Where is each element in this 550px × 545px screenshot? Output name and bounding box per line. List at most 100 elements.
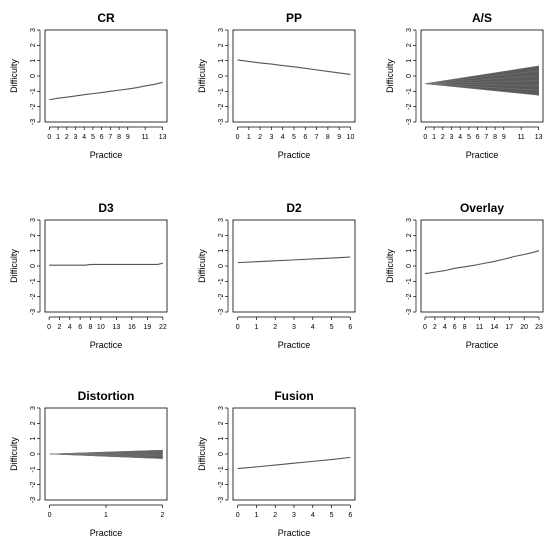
y-tick-label: 2 xyxy=(218,421,225,425)
y-tick-label: -3 xyxy=(406,309,413,315)
y-tick-label: 0 xyxy=(218,452,225,456)
chart-title: PP xyxy=(286,11,302,25)
series-line xyxy=(237,256,351,264)
y-tick-label: -2 xyxy=(406,293,413,299)
plot-frame xyxy=(44,219,168,313)
x-tick-label: 0 xyxy=(47,324,51,331)
x-tick-label: 13 xyxy=(112,324,120,331)
y-tick-label: 2 xyxy=(30,233,37,237)
x-tick-label: 3 xyxy=(450,134,454,141)
x-tick-label: 3 xyxy=(292,324,296,331)
y-axis-label: Difficulty xyxy=(385,59,395,93)
y-tick-label: 1 xyxy=(406,59,413,63)
x-tick-label: 5 xyxy=(91,134,95,141)
y-tick-label: 1 xyxy=(218,437,225,441)
x-tick-label: 3 xyxy=(74,134,78,141)
x-tick-label: 5 xyxy=(330,324,334,331)
x-tick-label: 7 xyxy=(484,134,488,141)
chart-panel-7: Distortion -3 -2 -1 0 1 2 3 0 1 2 Practice Difficult… xyxy=(9,389,168,538)
x-tick-label: 0 xyxy=(423,134,427,141)
x-tick-label: 6 xyxy=(78,324,82,331)
x-tick-label: 7 xyxy=(315,134,319,141)
x-tick-label: 8 xyxy=(89,324,93,331)
chart-panel-8: Fusion -3 -2 -1 0 1 2 3 0 1 2 3 4 5 6 Practice Difficult… xyxy=(197,389,356,538)
x-tick-label: 4 xyxy=(68,324,72,331)
chart-title: CR xyxy=(97,11,115,25)
x-tick-label: 1 xyxy=(247,134,251,141)
x-tick-label: 23 xyxy=(535,324,543,331)
y-axis-label: Difficulty xyxy=(197,249,207,283)
x-axis-label: Practice xyxy=(90,528,123,538)
y-tick-label: 3 xyxy=(30,406,37,410)
x-tick-label: 9 xyxy=(502,134,506,141)
y-tick-label: -3 xyxy=(218,119,225,125)
x-tick-label: 5 xyxy=(330,512,334,519)
y-tick-label: 0 xyxy=(30,74,37,78)
y-tick-label: -2 xyxy=(406,103,413,109)
x-axis-label: Practice xyxy=(278,528,311,538)
x-tick-label: 19 xyxy=(143,324,151,331)
y-axis-label: Difficulty xyxy=(9,59,19,93)
x-tick-label: 16 xyxy=(128,324,136,331)
plot-frame xyxy=(232,219,356,313)
y-tick-label: -1 xyxy=(406,278,413,284)
y-tick-label: 0 xyxy=(406,264,413,268)
x-axis-label: Practice xyxy=(466,150,499,160)
x-tick-label: 1 xyxy=(255,512,259,519)
x-tick-label: 10 xyxy=(347,134,355,141)
y-tick-label: 0 xyxy=(30,452,37,456)
y-tick-label: 3 xyxy=(218,406,225,410)
series-fan-line xyxy=(425,65,539,84)
y-tick-label: -2 xyxy=(30,103,37,109)
plot-frame xyxy=(232,407,356,501)
y-tick-label: -1 xyxy=(406,88,413,94)
x-tick-label: 0 xyxy=(236,324,240,331)
x-tick-label: 6 xyxy=(303,134,307,141)
y-tick-label: -1 xyxy=(218,88,225,94)
x-tick-label: 3 xyxy=(269,134,273,141)
y-tick-label: -2 xyxy=(218,103,225,109)
x-tick-label: 8 xyxy=(326,134,330,141)
x-tick-label: 13 xyxy=(159,134,167,141)
y-tick-label: -2 xyxy=(30,481,37,487)
chart-panel-5: D2 -3 -2 -1 0 1 2 3 0 1 2 3 4 5 6 Practice Difficulty xyxy=(197,201,356,350)
y-tick-label: -3 xyxy=(406,119,413,125)
x-axis-label: Practice xyxy=(90,340,123,350)
series-fan-line xyxy=(425,75,539,84)
x-tick-label: 0 xyxy=(236,134,240,141)
x-tick-label: 8 xyxy=(463,324,467,331)
x-tick-label: 13 xyxy=(535,134,543,141)
x-tick-label: 4 xyxy=(281,134,285,141)
x-tick-label: 0 xyxy=(47,134,51,141)
x-axis-label: Practice xyxy=(90,150,123,160)
series-band xyxy=(425,65,539,96)
y-tick-label: 2 xyxy=(406,233,413,237)
x-tick-label: 2 xyxy=(161,512,165,519)
x-tick-label: 2 xyxy=(258,134,262,141)
plot-frame xyxy=(420,29,544,123)
y-tick-label: 1 xyxy=(406,249,413,253)
y-tick-label: -1 xyxy=(30,88,37,94)
series-fan-line xyxy=(425,83,539,91)
x-tick-label: 6 xyxy=(100,134,104,141)
series-fan-line xyxy=(425,80,539,84)
x-tick-label: 0 xyxy=(48,512,52,519)
x-tick-label: 4 xyxy=(311,512,315,519)
plot-frame xyxy=(420,219,544,313)
series-line xyxy=(237,456,351,470)
y-tick-label: -3 xyxy=(218,497,225,503)
y-tick-label: 0 xyxy=(218,74,225,78)
y-tick-label: -3 xyxy=(30,309,37,315)
y-tick-label: 2 xyxy=(218,43,225,47)
x-tick-label: 11 xyxy=(142,134,149,141)
y-tick-label: 2 xyxy=(30,43,37,47)
x-tick-label: 8 xyxy=(117,134,121,141)
x-tick-label: 6 xyxy=(476,134,480,141)
x-tick-label: 6 xyxy=(348,512,352,519)
x-tick-label: 0 xyxy=(236,512,240,519)
y-tick-label: 1 xyxy=(30,437,37,441)
chart-title: Distortion xyxy=(78,389,135,403)
x-tick-label: 6 xyxy=(348,324,352,331)
x-tick-label: 10 xyxy=(97,324,105,331)
